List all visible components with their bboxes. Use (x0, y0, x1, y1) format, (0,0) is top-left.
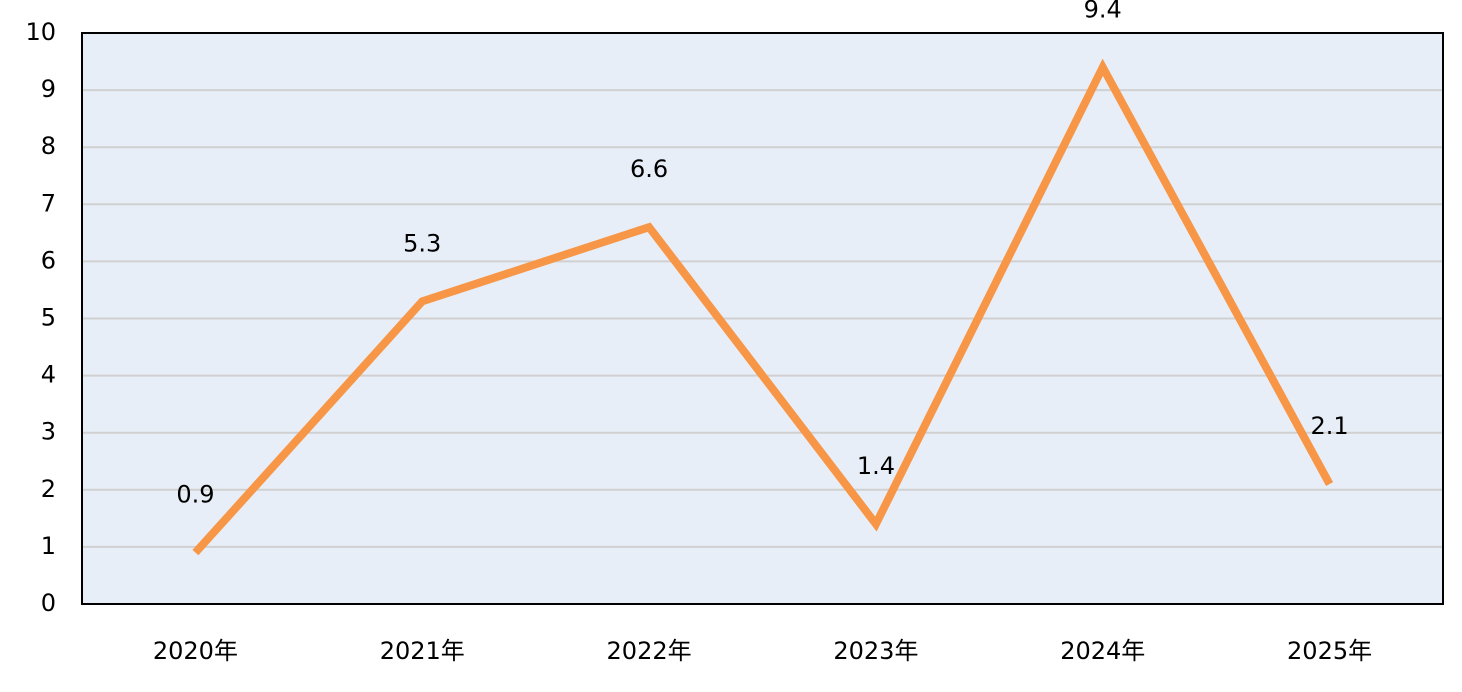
y-tick-label: 2 (41, 475, 56, 503)
y-tick-label: 9 (41, 75, 56, 103)
x-tick-label: 2020年 (153, 637, 238, 665)
y-tick-label: 4 (41, 361, 56, 389)
data-label: 1.4 (857, 452, 895, 480)
data-label: 9.4 (1084, 0, 1122, 23)
x-tick-label: 2025年 (1287, 637, 1372, 665)
y-tick-label: 3 (41, 418, 56, 446)
plot-border (81, 32, 1444, 605)
y-tick-label: 1 (41, 532, 56, 560)
y-tick-label: 10 (25, 18, 56, 46)
y-tick-label: 8 (41, 132, 56, 160)
data-label: 0.9 (176, 481, 214, 509)
data-label: 5.3 (403, 229, 441, 257)
y-tick-label: 0 (41, 589, 56, 617)
data-line (192, 58, 1334, 556)
y-tick-label: 7 (41, 189, 56, 217)
x-tick-label: 2023年 (833, 637, 918, 665)
x-tick-label: 2022年 (607, 637, 692, 665)
data-label: 6.6 (630, 155, 668, 183)
x-tick-label: 2024年 (1060, 637, 1145, 665)
y-tick-label: 5 (41, 304, 56, 332)
x-tick-label: 2021年 (380, 637, 465, 665)
y-tick-label: 6 (41, 246, 56, 274)
data-label: 2.1 (1310, 412, 1348, 440)
